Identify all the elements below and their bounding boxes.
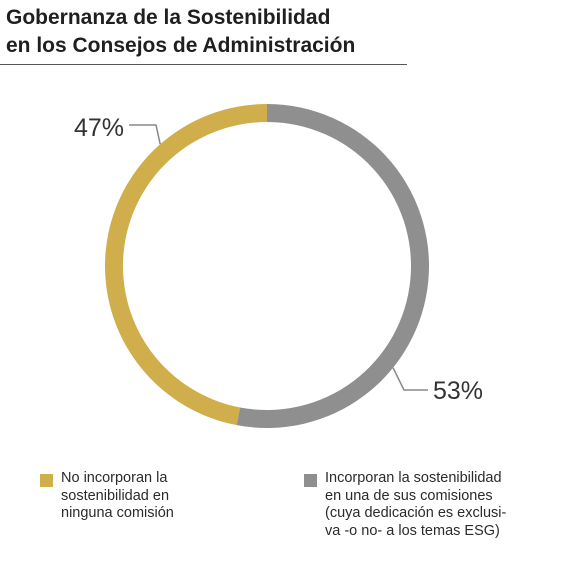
legend-swatch-gray <box>304 474 317 487</box>
legend-line: sostenibilidad en <box>61 487 170 504</box>
legend-line: Incorporan la sostenibilidad <box>325 470 502 486</box>
legend-item-incorporan: Incorporan la sostenibilidad en una de s… <box>304 470 506 540</box>
legend-line: No incorporan la <box>61 470 168 486</box>
donut-slice-0 <box>104 104 268 426</box>
chart-title: Gobernanza de la Sostenibilidad en los C… <box>6 4 426 60</box>
legend-text: Incorporan la sostenibilidad en una de s… <box>325 470 506 540</box>
donut-slice-1 <box>236 104 429 428</box>
legend-item-no-incorporan: No incorporan la sostenibilidad en ningu… <box>40 470 174 523</box>
legend-line: en una de sus comisiones <box>325 487 493 504</box>
leader-line-53 <box>392 367 428 391</box>
legend-line: va -o no- a los temas ESG) <box>325 522 500 539</box>
leader-line-47 <box>129 124 161 145</box>
legend-text: No incorporan la sostenibilidad en ningu… <box>61 470 174 523</box>
legend-line: ninguna comisión <box>61 505 174 521</box>
chart-title-line-1: Gobernanza de la Sostenibilidad <box>6 6 331 29</box>
title-divider <box>0 64 407 65</box>
legend-swatch-gold <box>40 474 53 487</box>
data-label-53: 53% <box>433 377 483 405</box>
data-label-47: 47% <box>74 114 124 142</box>
chart-title-line-2: en los Consejos de Administración <box>6 34 356 57</box>
legend-line: (cuya dedicación es exclusi- <box>325 505 507 521</box>
